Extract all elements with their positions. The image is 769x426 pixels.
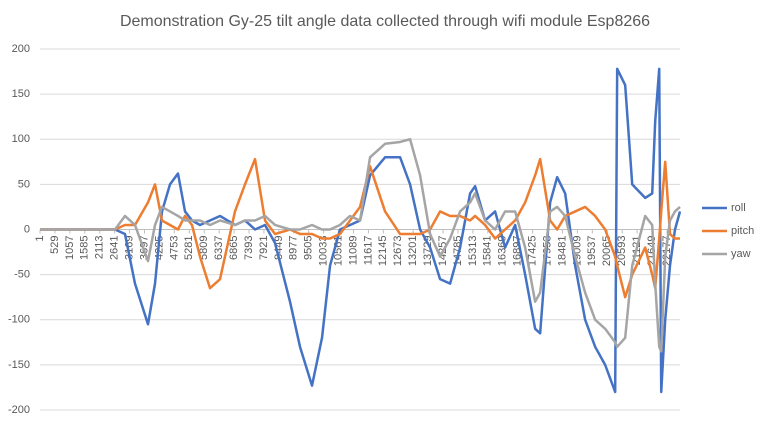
y-tick-label: -150 (8, 359, 30, 371)
chart-title: Demonstration Gy-25 tilt angle data coll… (120, 13, 650, 30)
y-tick-label: 200 (12, 43, 30, 55)
legend-label: pitch (731, 225, 754, 237)
line-series (40, 157, 680, 299)
x-tick-label: 20065 (601, 236, 613, 267)
x-tick-label: 8449 (273, 236, 285, 260)
y-tick-label: 50 (18, 178, 30, 190)
x-tick-label: 1057 (64, 236, 76, 260)
x-tick-label: 15313 (467, 236, 479, 267)
y-tick-label: -50 (14, 269, 30, 281)
x-tick-label: 2641 (109, 236, 121, 260)
y-tick-label: 150 (12, 88, 30, 100)
x-tick-label: 6337 (213, 236, 225, 260)
x-tick-label: 10033 (318, 236, 330, 267)
x-tick-label: 5281 (183, 236, 195, 260)
x-tick-label: 7393 (243, 236, 255, 260)
line-series (40, 138, 681, 353)
x-tick-label: 17425 (527, 236, 539, 267)
legend-label: roll (731, 202, 746, 214)
x-tick-label: 11089 (347, 236, 359, 266)
x-tick-label: 12673 (392, 236, 404, 267)
x-tick-label: 5809 (198, 236, 210, 260)
x-tick-label: 1585 (79, 236, 91, 260)
y-tick-label: 100 (12, 133, 30, 145)
x-tick-label: 18481 (556, 236, 568, 267)
y-tick-label: -100 (8, 314, 30, 326)
x-tick-label: 7921 (258, 236, 270, 260)
x-tick-label: 20593 (616, 236, 628, 267)
y-tick-label: 0 (24, 223, 30, 235)
x-tick-label: 2113 (94, 236, 106, 260)
x-tick-label: 11617 (362, 236, 374, 266)
line-series (40, 67, 682, 394)
x-tick-label: 8977 (288, 236, 300, 260)
x-tick-label: 12145 (377, 236, 389, 267)
x-tick-label: 13201 (407, 236, 419, 267)
y-tick-label: -200 (8, 404, 30, 416)
x-tick-label: 6865 (228, 236, 240, 260)
x-tick-label: 15841 (482, 236, 494, 267)
legend-label: yaw (731, 248, 751, 260)
x-tick-label: 529 (49, 236, 61, 254)
x-tick-label: 9505 (303, 236, 315, 260)
x-tick-label: 16369 (497, 236, 509, 267)
x-tick-label: 19537 (586, 236, 598, 267)
x-tick-label: 13729 (422, 236, 434, 267)
x-tick-label: 16897 (512, 236, 524, 267)
x-tick-label: 4753 (168, 236, 180, 260)
x-tick-label: 1 (34, 236, 46, 242)
